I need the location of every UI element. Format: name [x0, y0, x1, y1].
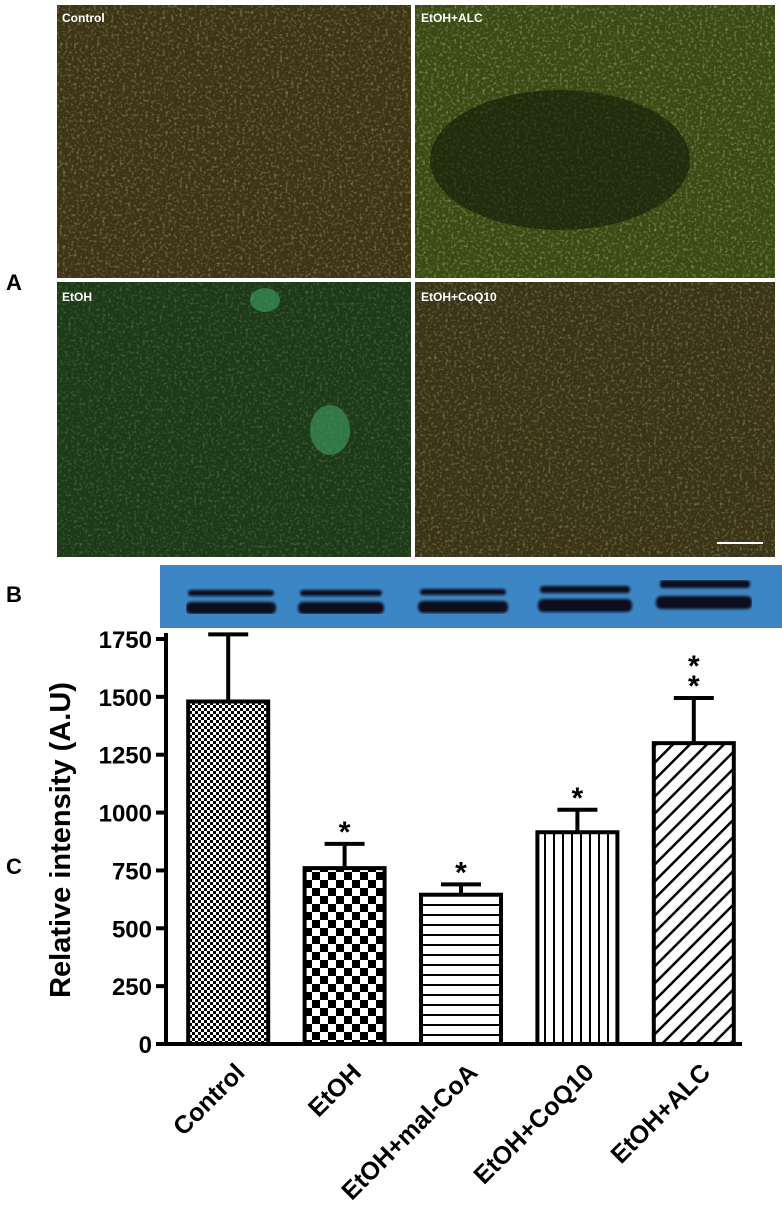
micrograph-spot	[250, 288, 280, 312]
y-axis-title: Relative intensity (A.U)	[45, 682, 77, 998]
blot-band	[418, 601, 508, 613]
micrograph-texture	[415, 282, 775, 557]
panel-letter: A	[6, 270, 22, 295]
blot-band	[538, 599, 632, 612]
bar	[651, 741, 736, 1047]
blot-band	[298, 602, 384, 614]
blot-band	[188, 590, 274, 596]
bar	[302, 866, 387, 1046]
y-tick-label: 750	[112, 858, 152, 885]
significance-label: *	[339, 816, 351, 849]
significance-label: *	[572, 782, 584, 815]
micrographs: Control EtOH+ALC EtOH EtOH+CoQ10	[57, 5, 775, 557]
micrograph-texture	[57, 5, 411, 278]
y-tick-label: 1750	[99, 627, 152, 654]
blot-band	[540, 586, 630, 593]
x-tick-label: EtOH+ALC	[605, 1058, 716, 1169]
blot-band	[300, 590, 382, 596]
panel-letter: B	[6, 582, 22, 607]
micrograph-texture	[57, 282, 411, 557]
micrograph-label: EtOH+CoQ10	[421, 290, 497, 304]
y-tick-label: 500	[112, 916, 152, 943]
blot-band	[660, 580, 750, 588]
significance-label: * *	[688, 650, 700, 703]
x-tick-label: EtOH+CoQ10	[468, 1058, 599, 1189]
bar	[535, 830, 620, 1046]
blot-band	[186, 602, 276, 614]
y-tick-label: 250	[112, 974, 152, 1001]
micrograph-label: EtOH+ALC	[421, 11, 483, 25]
y-tick-label: 0	[139, 1032, 152, 1059]
blot-band	[420, 589, 506, 595]
bar	[419, 892, 503, 1046]
bar	[186, 699, 271, 1046]
bar-chart: 0 250 500 750 1000 1250 1500 1750 Control * EtOH * E…	[99, 627, 742, 1205]
micrograph-spot	[310, 405, 350, 455]
blot-band	[656, 596, 752, 609]
x-tick-label: Control	[168, 1058, 251, 1141]
panel-letter: C	[6, 854, 22, 879]
micrograph-label: Control	[62, 11, 105, 25]
micrograph-label: EtOH	[62, 290, 92, 304]
western-blot	[160, 565, 782, 628]
y-tick-label: 1250	[99, 743, 152, 770]
x-tick-label: EtOH	[303, 1058, 367, 1122]
y-tick-label: 1000	[99, 801, 152, 828]
significance-label: *	[455, 856, 467, 889]
micrograph-shade	[430, 90, 690, 230]
y-tick-label: 1500	[99, 685, 152, 712]
